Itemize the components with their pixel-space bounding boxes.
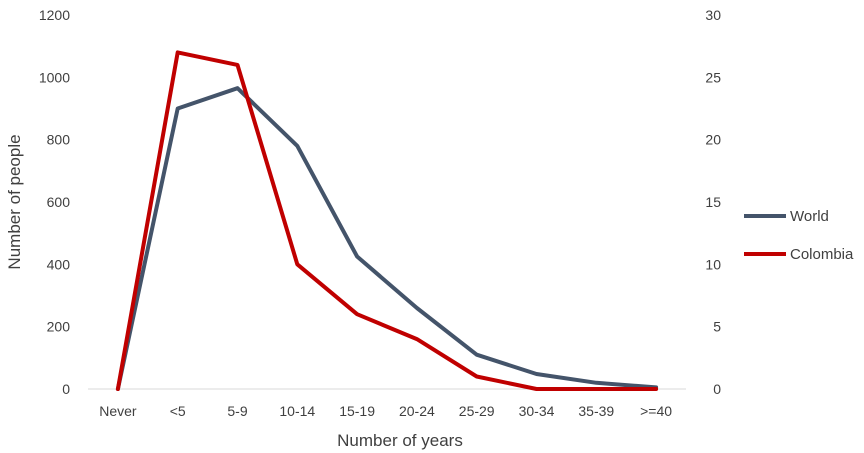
right-y-tick-label: 0 [713,381,721,397]
left-y-tick-label: 400 [47,256,71,272]
legend-label-world: World [790,208,829,225]
right-y-tick-label: 15 [705,194,721,210]
x-tick-label: 25-29 [459,403,495,419]
right-y-tick-label: 25 [705,69,721,85]
right-y-tick-label: 30 [705,7,721,23]
series-layer [115,50,659,391]
left-y-tick-label: 1000 [39,69,70,85]
legend-label-colombia: Colombia [790,246,854,263]
x-tick-label: 5-9 [227,403,247,419]
legend: World Colombia [744,208,854,263]
x-tick-label: 30-34 [519,403,555,419]
x-tick-label: 10-14 [279,403,315,419]
x-tick-label: 20-24 [399,403,435,419]
y-axis-title: Number of people [5,134,24,269]
left-y-axis: 0 200 400 600 800 1000 1200 [39,7,70,397]
x-tick-label: 35-39 [578,403,614,419]
x-axis-title: Number of years [337,431,463,450]
x-tick-label: >=40 [640,403,672,419]
x-axis: Never <5 5-9 10-14 15-19 20-24 25-29 30-34 35-39… [99,403,672,419]
left-y-tick-label: 200 [47,319,71,335]
right-y-tick-label: 5 [713,319,721,335]
right-y-tick-label: 10 [705,256,721,272]
right-y-tick-label: 20 [705,132,721,148]
left-y-tick-label: 0 [62,381,70,397]
x-tick-label: Never [99,403,137,419]
left-y-tick-label: 800 [47,132,71,148]
left-y-tick-label: 1200 [39,7,70,23]
series-line-world [115,86,659,391]
left-y-tick-label: 600 [47,194,71,210]
x-tick-label: 15-19 [339,403,375,419]
series-line-colombia [115,50,659,391]
right-y-axis: 0 5 10 15 20 25 30 [705,7,721,397]
x-tick-label: <5 [170,403,186,419]
